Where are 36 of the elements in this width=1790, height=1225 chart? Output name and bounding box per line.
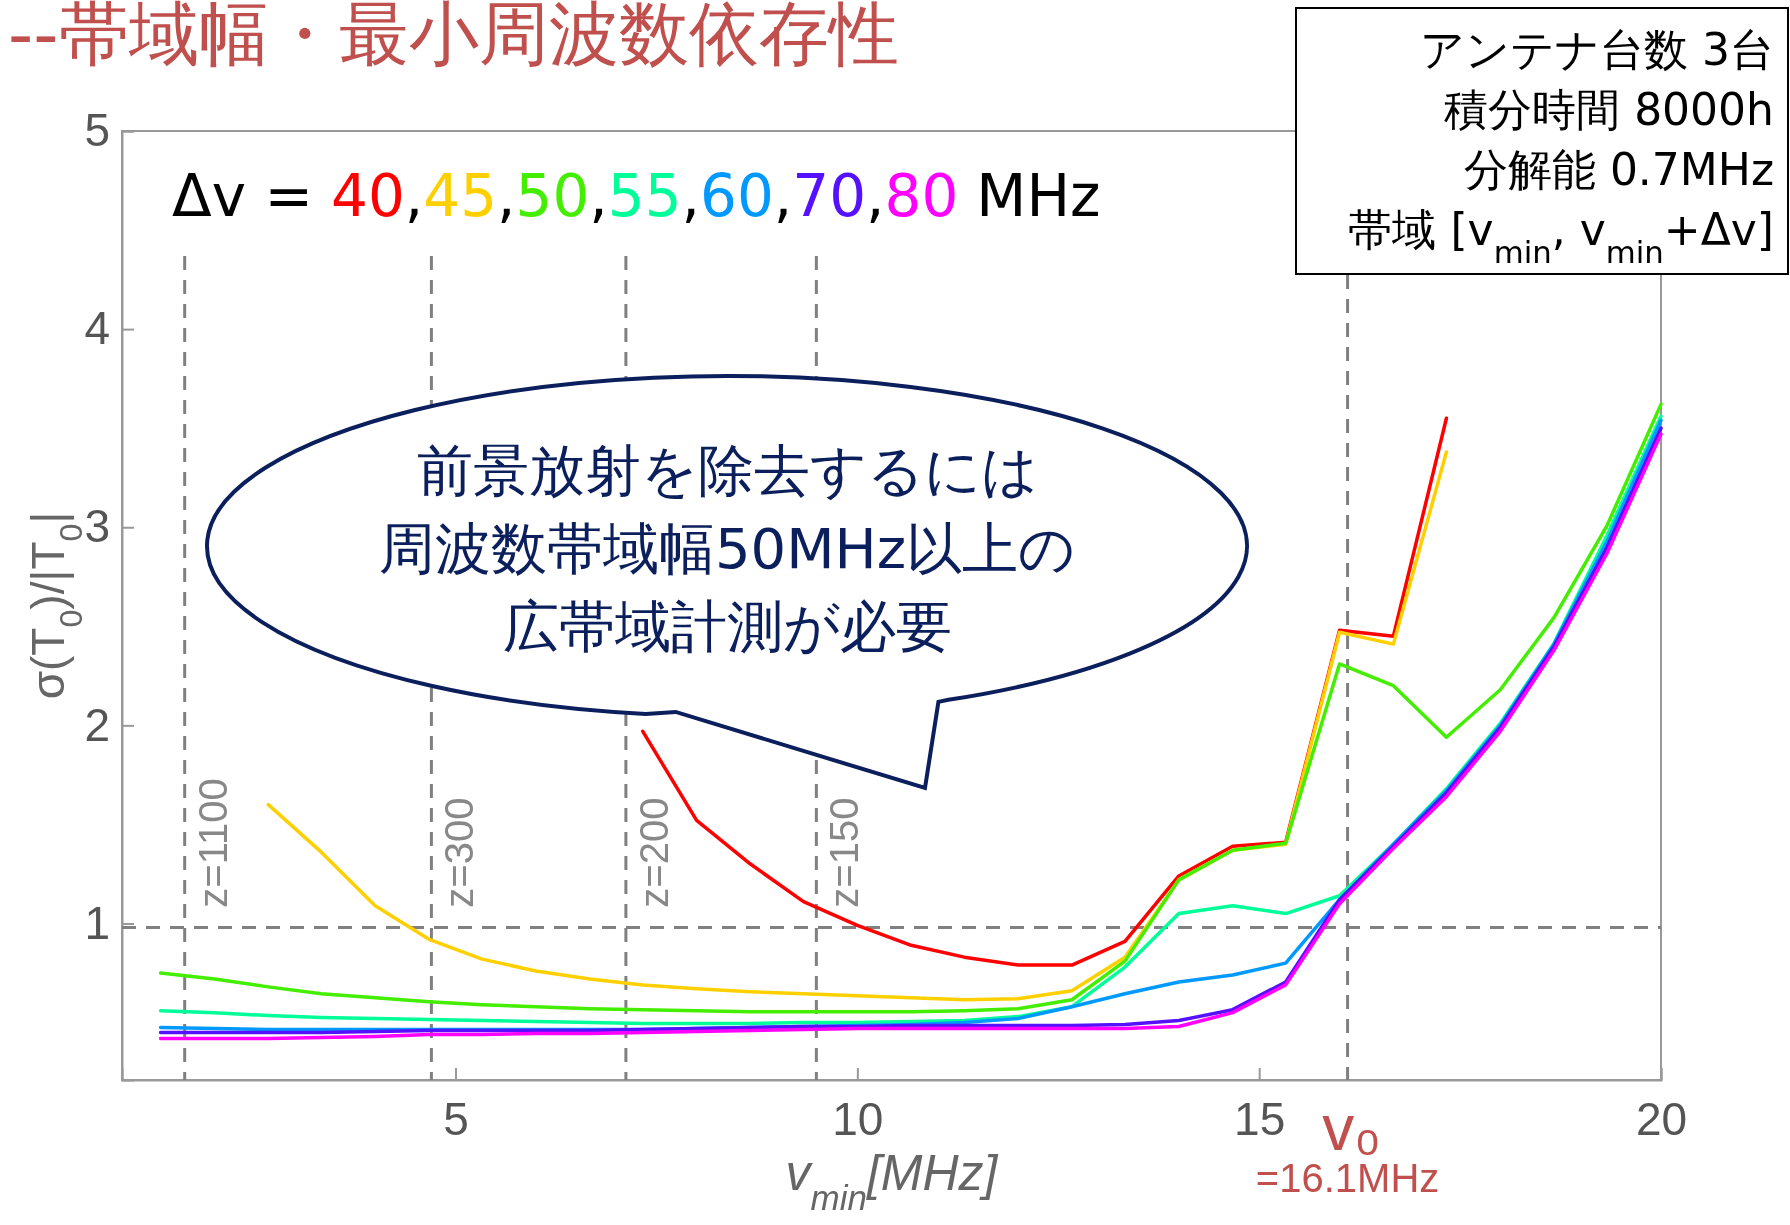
text: 60 bbox=[700, 162, 774, 230]
text: , bbox=[589, 162, 608, 230]
text: 80 bbox=[884, 162, 959, 230]
annotation: 前景放射を除去するには bbox=[416, 438, 1038, 503]
text: , bbox=[773, 162, 793, 230]
chart-title: --帯域幅・最小周波数依存性 bbox=[8, 0, 899, 75]
annotation: 分解能 0.7MHz bbox=[1463, 144, 1774, 195]
text: , bbox=[866, 162, 885, 230]
x-tick-label: 5 bbox=[443, 1092, 469, 1145]
annotation: z=300 bbox=[437, 797, 482, 908]
y-tick-label: 4 bbox=[84, 302, 110, 355]
annotation: 広帯域計測が必要 bbox=[502, 594, 952, 659]
annotation: , bbox=[404, 162, 424, 230]
annotation: z=200 bbox=[631, 797, 676, 908]
annotation: 帯域 [v$_{min}$, v$_{min}$+Δv] bbox=[1348, 204, 1774, 270]
annotation: z=150 bbox=[822, 797, 867, 908]
text: , bbox=[497, 162, 516, 230]
text: 55 bbox=[607, 162, 682, 230]
x-tick-label: 15 bbox=[1234, 1092, 1286, 1145]
x-tick-label: 10 bbox=[832, 1092, 884, 1145]
text: アンテナ台数 3台 bbox=[1420, 24, 1774, 75]
y-tick-label: 1 bbox=[84, 896, 110, 949]
annotation: 積分時間 8000h bbox=[1444, 84, 1774, 135]
text: , bbox=[681, 162, 701, 230]
text: 70 bbox=[792, 162, 867, 230]
y-tick-label: 5 bbox=[84, 104, 110, 157]
x-axis-title: v$_{min}$[MHz] bbox=[785, 1145, 999, 1217]
text: 45 bbox=[423, 162, 498, 230]
text: 50 bbox=[515, 162, 590, 230]
legend-title: Δv = bbox=[172, 162, 314, 230]
y-tick-label: 2 bbox=[84, 698, 110, 751]
text: 40 bbox=[331, 162, 405, 230]
x-tick-label: 20 bbox=[1635, 1092, 1688, 1145]
annotation: 周波数帯域幅50MHz以上の bbox=[378, 516, 1076, 581]
annotation: MHz bbox=[976, 162, 1101, 230]
annotation: z=1100 bbox=[190, 778, 235, 908]
